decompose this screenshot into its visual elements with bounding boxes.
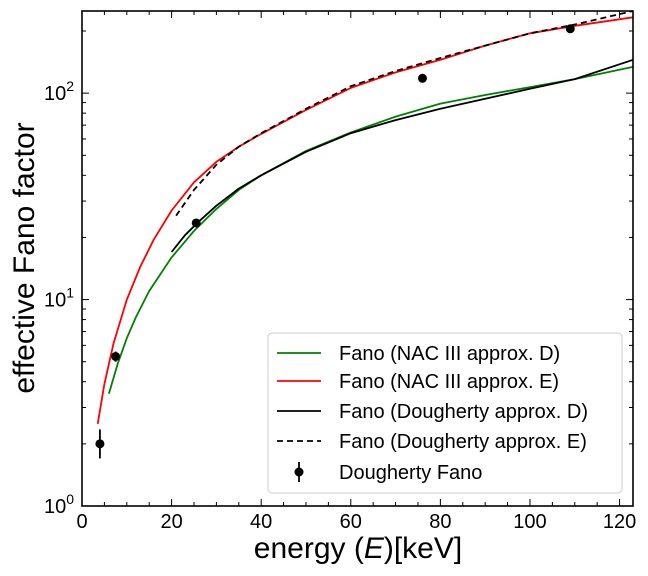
plot-lines	[96, 10, 634, 425]
plot-points	[95, 24, 575, 459]
data-point	[417, 73, 427, 83]
series-line-3	[170, 58, 634, 253]
y-tick-label: 102	[44, 78, 74, 105]
data-point	[191, 218, 201, 228]
data-point	[95, 439, 105, 449]
legend-label-3: Fano (Dougherty approx. D)	[339, 401, 588, 423]
x-tick-label: 100	[513, 511, 546, 533]
y-axis-label: effective Fano factor	[8, 122, 41, 393]
tick-labels: 0 20 40 60 80 100 120 100 101 102	[44, 78, 636, 533]
legend-label-4: Fano (Dougherty approx. E)	[339, 431, 587, 453]
axis-ticks	[81, 11, 633, 507]
y-tick-label: 100	[44, 491, 74, 518]
data-point	[565, 24, 575, 34]
data-point	[111, 351, 121, 361]
series-line-4	[175, 10, 634, 217]
x-axis-label: energy (E)[keV]	[254, 532, 462, 565]
legend-label-2: Fano (NAC III approx. E)	[339, 371, 559, 393]
legend-label-5: Dougherty Fano	[339, 462, 482, 484]
plot-frame	[81, 10, 634, 507]
legend-frame	[267, 332, 623, 494]
x-tick-label: 80	[429, 511, 451, 533]
x-tick-label: 120	[603, 511, 636, 533]
x-tick-label: 60	[340, 511, 362, 533]
x-tick-label: 0	[76, 511, 87, 533]
x-tick-label: 20	[160, 511, 182, 533]
legend: Fano (NAC III approx. D) Fano (NAC III ap…	[267, 332, 623, 494]
x-tick-label: 40	[250, 511, 272, 533]
y-tick-label: 101	[44, 285, 74, 312]
legend-label-1: Fano (NAC III approx. D)	[339, 343, 560, 365]
legend-marker	[294, 467, 304, 477]
